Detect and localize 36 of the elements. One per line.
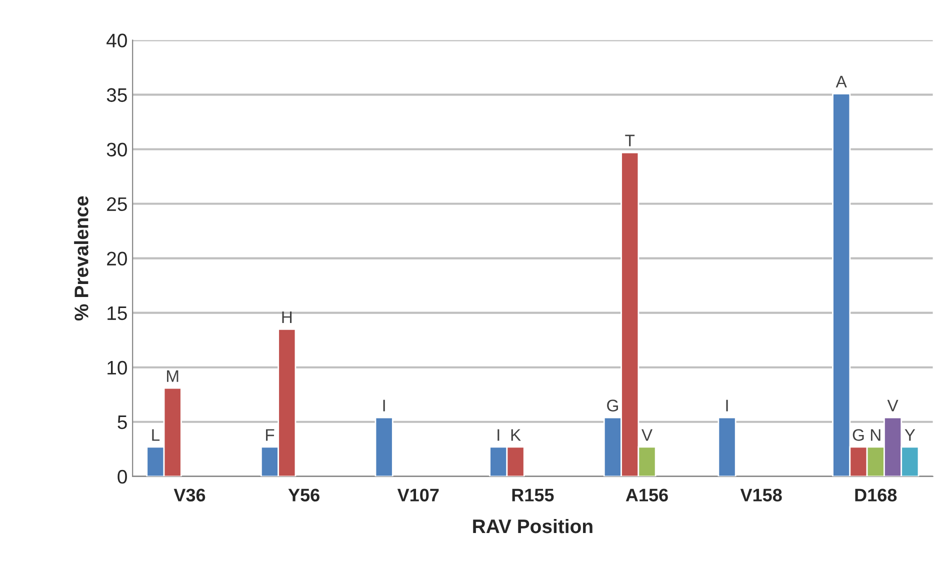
- data-label: V: [642, 429, 652, 441]
- data-label: N: [870, 429, 880, 441]
- x-tick-label: V36: [174, 488, 206, 502]
- y-tick-label: 10: [108, 360, 127, 375]
- y-tick-label: 0: [118, 470, 127, 484]
- y-axis-title: % Prevalence: [74, 196, 88, 321]
- x-tick-label: A156: [626, 488, 668, 502]
- y-tick-label: 15: [108, 306, 127, 320]
- data-label: H: [282, 311, 292, 323]
- x-tick-label: D168: [855, 488, 897, 502]
- y-tick-label: 25: [107, 197, 127, 212]
- y-tick-label: 5: [118, 416, 127, 430]
- x-axis-title: RAV Position: [473, 518, 592, 534]
- x-tick-label: R155: [512, 488, 554, 502]
- y-tick-label: 40: [106, 34, 127, 48]
- data-label: G: [607, 400, 618, 412]
- data-label: A: [836, 76, 847, 88]
- bar: [374, 416, 394, 476]
- x-tick-label: V158: [740, 488, 782, 502]
- data-label: T: [625, 134, 635, 146]
- data-label: L: [152, 429, 160, 441]
- data-label: K: [511, 429, 521, 441]
- data-label: V: [887, 400, 898, 412]
- data-label: I: [726, 400, 728, 412]
- data-label: I: [498, 429, 500, 441]
- bar: [718, 416, 736, 476]
- data-label: I: [383, 400, 385, 412]
- x-tick-label: V107: [397, 488, 439, 502]
- y-tick-label: 30: [106, 142, 127, 156]
- data-label: Y: [904, 429, 916, 441]
- data-label: M: [167, 370, 178, 382]
- x-tick-label: Y56: [288, 488, 320, 502]
- y-tick-label: 20: [107, 252, 127, 266]
- data-label: G: [852, 429, 864, 441]
- data-label: F: [266, 429, 274, 441]
- y-tick-label: 35: [106, 88, 127, 102]
